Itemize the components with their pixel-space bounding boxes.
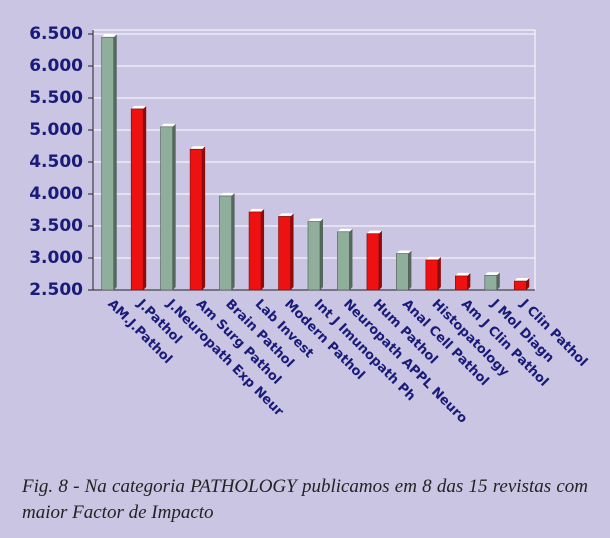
bar-side xyxy=(261,208,265,290)
bar-side xyxy=(113,34,117,291)
bar-side xyxy=(526,278,530,290)
y-tick-label: 6.000 xyxy=(29,56,83,76)
bar-top xyxy=(249,208,265,212)
bar-top xyxy=(514,278,530,282)
bar-top xyxy=(337,228,353,232)
bar-top xyxy=(396,250,412,254)
bar-side xyxy=(408,250,412,290)
y-tick-label: 5.000 xyxy=(29,120,83,140)
bar-side xyxy=(290,213,294,290)
bar-side xyxy=(172,123,176,290)
bar xyxy=(278,216,291,291)
bar-side xyxy=(349,228,353,290)
bar-top xyxy=(190,146,206,150)
bar-top xyxy=(366,230,382,234)
bar-side xyxy=(231,192,235,290)
bar-top xyxy=(278,213,294,217)
bar-top xyxy=(484,272,500,276)
chart: 2.500 3.000 3.500 4.000 4.500 5.000 5.500 6.000… xyxy=(29,24,590,427)
bar xyxy=(189,148,203,291)
bar-side xyxy=(202,146,206,290)
bar-side xyxy=(320,218,323,290)
bar-top xyxy=(425,256,441,260)
bar-top xyxy=(131,105,147,109)
bar-side xyxy=(467,272,471,290)
bar xyxy=(425,259,439,291)
bar xyxy=(396,253,409,291)
bar-top xyxy=(160,123,176,127)
y-tick-label: 5.500 xyxy=(29,88,83,108)
y-tick-label: 3.000 xyxy=(29,248,83,268)
bar xyxy=(513,280,527,291)
y-tick-label: 6.500 xyxy=(29,24,83,44)
bar-side xyxy=(378,230,382,290)
bar xyxy=(160,126,173,291)
bar xyxy=(130,108,144,291)
bar-top xyxy=(455,272,471,276)
bar-top xyxy=(101,34,117,38)
y-tick-label: 4.000 xyxy=(29,184,83,204)
bar-side xyxy=(437,256,441,290)
bar xyxy=(366,233,380,291)
bar xyxy=(101,36,115,291)
bar-side xyxy=(143,105,147,290)
bar xyxy=(455,275,468,291)
y-tick-label: 4.500 xyxy=(29,152,83,172)
bar xyxy=(248,211,262,291)
bar-top xyxy=(308,218,323,222)
y-tick-label: 3.500 xyxy=(29,216,83,236)
bar xyxy=(219,195,232,291)
bar xyxy=(307,221,321,291)
bar-top xyxy=(219,192,235,196)
bar xyxy=(337,231,350,291)
caption: Fig. 8 - Na categoria PATHOLOGY publicam… xyxy=(22,476,588,523)
bar-side xyxy=(496,272,500,290)
y-tick-label: 2.500 xyxy=(29,280,83,300)
bar xyxy=(484,274,498,291)
